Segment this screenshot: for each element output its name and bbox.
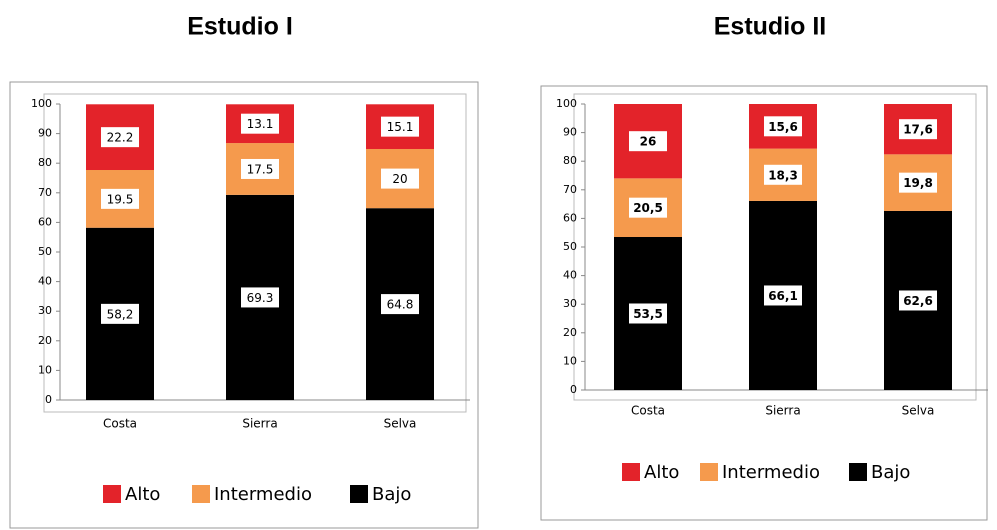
data-label: 15.1 — [387, 120, 414, 134]
data-label: 17.5 — [247, 162, 274, 176]
y-tick-label: 10 — [563, 354, 577, 367]
y-tick-label: 0 — [570, 383, 577, 396]
data-label-box — [101, 188, 139, 209]
y-tick-label: 80 — [563, 154, 577, 167]
data-label: 62,6 — [903, 294, 933, 308]
data-label: 13.1 — [247, 117, 274, 131]
legend-label: Intermedio — [214, 484, 312, 505]
legend-swatch — [192, 485, 210, 503]
y-tick-label: 10 — [38, 363, 52, 376]
data-label-box — [241, 113, 279, 134]
data-label: 69.3 — [247, 291, 274, 305]
y-tick-label: 0 — [45, 393, 52, 406]
x-tick-label: Costa — [631, 404, 665, 418]
data-label: 19,8 — [903, 176, 933, 190]
legend-swatch — [622, 463, 640, 481]
data-label: 53,5 — [633, 307, 663, 321]
chart-title: Estudio II — [714, 13, 827, 41]
legend-label: Alto — [644, 462, 679, 483]
plot-area — [573, 93, 977, 401]
y-tick-label: 80 — [38, 156, 52, 169]
y-tick-label: 30 — [38, 304, 52, 317]
y-tick-label: 20 — [38, 334, 52, 347]
legend-label: Intermedio — [722, 462, 820, 483]
y-tick-label: 30 — [563, 297, 577, 310]
data-label-box — [764, 285, 802, 306]
plot-area — [43, 93, 467, 413]
x-tick-label: Sierra — [765, 404, 800, 418]
data-label: 26 — [640, 135, 657, 149]
legend-swatch — [350, 485, 368, 503]
x-tick-label: Selva — [384, 417, 417, 431]
y-tick-label: 50 — [563, 240, 577, 253]
legend-swatch — [103, 485, 121, 503]
y-tick-label: 70 — [38, 186, 52, 199]
legend-swatch — [700, 463, 718, 481]
data-label-box — [101, 303, 139, 324]
data-label: 20,5 — [633, 201, 663, 215]
y-tick-label: 60 — [563, 211, 577, 224]
y-tick-label: 100 — [31, 97, 52, 110]
data-label-box — [899, 119, 937, 140]
data-label-box — [241, 287, 279, 308]
data-label: 58,2 — [107, 307, 134, 321]
data-label-box — [629, 131, 667, 152]
data-label: 22.2 — [107, 131, 134, 145]
y-tick-label: 60 — [38, 215, 52, 228]
data-label-box — [381, 294, 419, 315]
data-label-box — [764, 116, 802, 137]
data-label-box — [101, 127, 139, 148]
data-label-box — [381, 116, 419, 137]
x-tick-label: Costa — [103, 417, 137, 431]
legend-label: Bajo — [372, 484, 411, 505]
chart: Estudio II 0 10 20 30 40 50 60 70 80 90 100 Costa 53,… — [556, 13, 988, 483]
data-label-box — [899, 172, 937, 193]
y-tick-label: 100 — [556, 97, 577, 110]
x-tick-label: Sierra — [242, 417, 277, 431]
data-label: 18,3 — [768, 168, 798, 182]
data-label: 15,6 — [768, 120, 798, 134]
data-label: 17,6 — [903, 123, 933, 137]
data-label-box — [381, 168, 419, 189]
legend-swatch — [849, 463, 867, 481]
legend-label: Bajo — [871, 462, 910, 483]
x-tick-label: Selva — [902, 404, 935, 418]
y-tick-label: 90 — [563, 126, 577, 139]
data-label: 64.8 — [387, 298, 414, 312]
data-label: 20 — [392, 172, 407, 186]
data-label: 19.5 — [107, 192, 134, 206]
y-tick-label: 40 — [38, 275, 52, 288]
y-tick-label: 50 — [38, 245, 52, 258]
chart-title: Estudio I — [187, 13, 293, 41]
data-label-box — [241, 158, 279, 179]
y-tick-label: 20 — [563, 326, 577, 339]
data-label-box — [629, 197, 667, 218]
chart: Estudio I 0 10 20 30 40 50 60 70 80 90 100 Costa 58,2… — [31, 13, 470, 505]
data-label-box — [899, 290, 937, 311]
data-label-box — [629, 303, 667, 324]
y-tick-label: 90 — [38, 127, 52, 140]
legend-label: Alto — [125, 484, 160, 505]
y-tick-label: 70 — [563, 183, 577, 196]
data-label-box — [764, 164, 802, 185]
y-tick-label: 40 — [563, 269, 577, 282]
data-label: 66,1 — [768, 289, 798, 303]
